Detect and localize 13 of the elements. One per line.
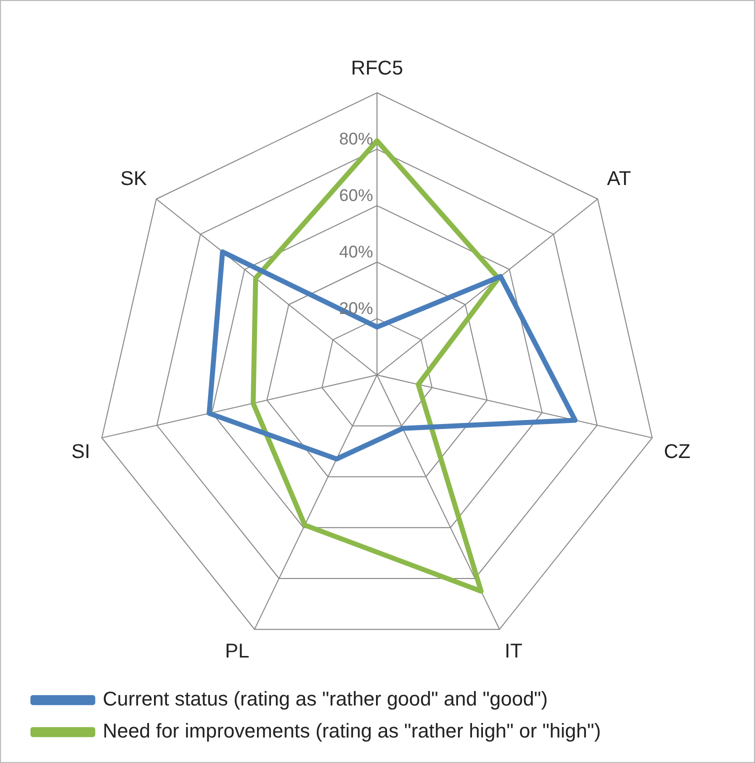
spoke-label: RFC5: [350, 57, 404, 80]
y-tick-label: 80%: [339, 129, 374, 148]
y-tick-label: 20%: [339, 298, 374, 318]
y-tick-label: 40%: [339, 242, 374, 262]
spoke-label: SI: [71, 440, 90, 463]
y-tick-label: 60%: [339, 186, 374, 205]
spoke-label: SK: [120, 168, 148, 190]
spoke-label: CZ: [664, 440, 690, 463]
spoke-label: IT: [504, 640, 522, 663]
legend-label: Current status (rating as "rather good" and "good"): [102, 688, 548, 711]
legend-label: Need for improvements (rating as "rather high" or "high"): [102, 720, 601, 743]
spoke-label: PL: [224, 640, 250, 663]
spoke-label: AT: [607, 168, 632, 190]
